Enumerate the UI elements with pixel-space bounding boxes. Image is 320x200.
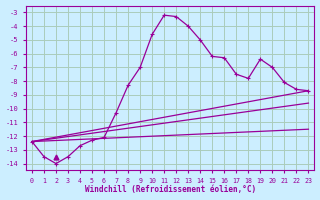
X-axis label: Windchill (Refroidissement éolien,°C): Windchill (Refroidissement éolien,°C)	[84, 185, 256, 194]
